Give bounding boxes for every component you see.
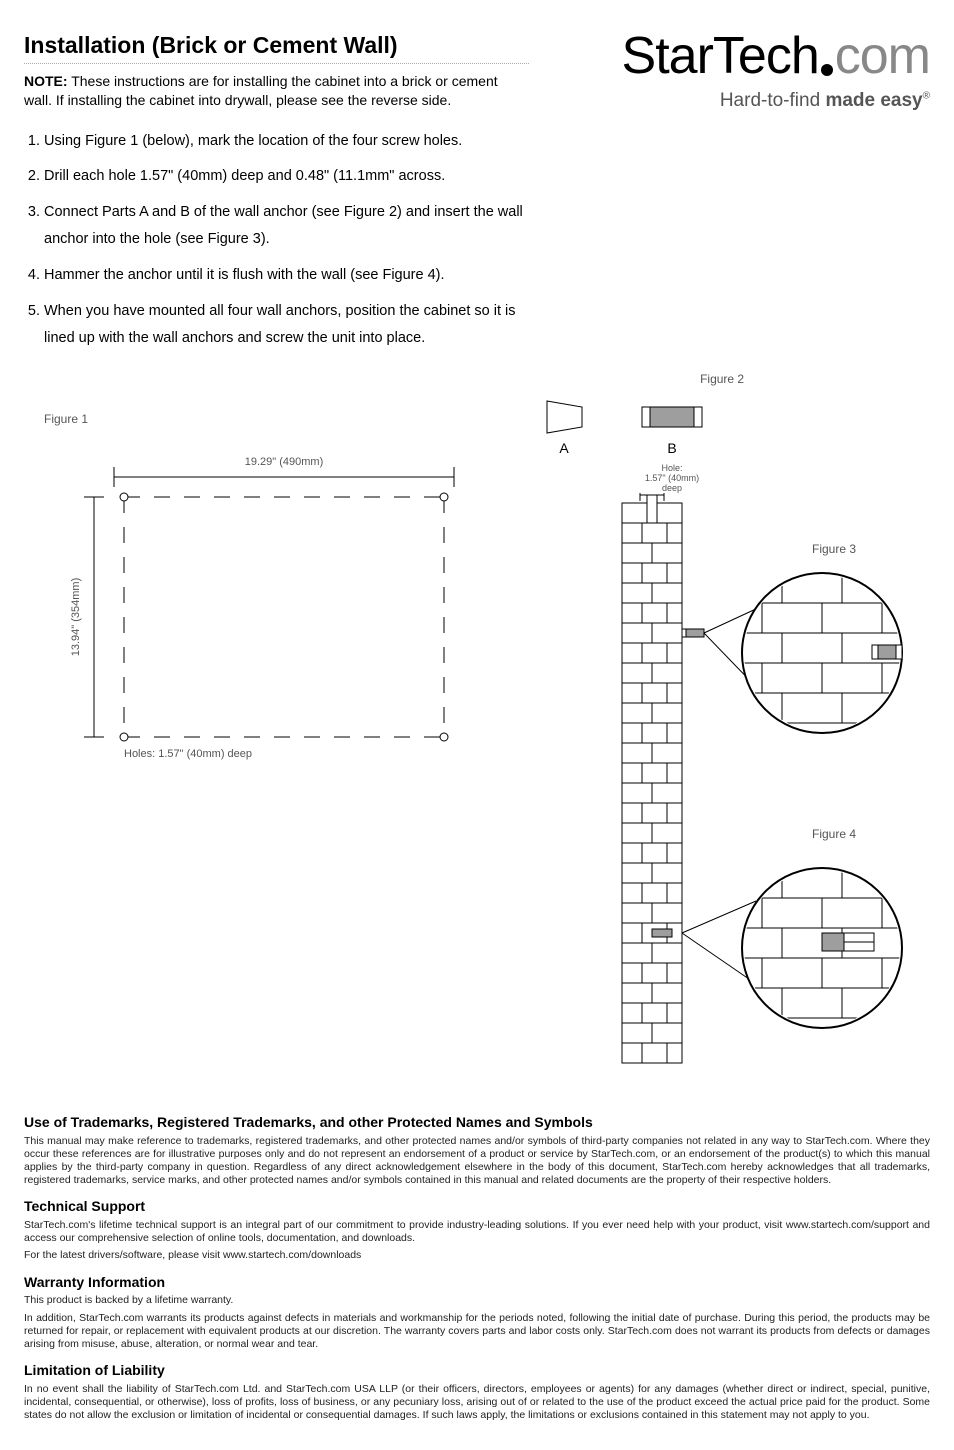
steps-list: Using Figure 1 (below), mark the locatio… — [24, 128, 529, 353]
trademarks-heading: Use of Trademarks, Registered Trademarks… — [24, 1113, 930, 1132]
support-heading: Technical Support — [24, 1197, 930, 1216]
brick-column — [622, 493, 682, 1063]
brand-tagline: Hard-to-find made easy® — [549, 88, 930, 114]
liability-body: In no event shall the liability of StarT… — [24, 1383, 930, 1422]
brand-dot-icon — [821, 64, 833, 76]
tagline-reg: ® — [923, 91, 930, 102]
tagline-bold: made easy — [825, 90, 922, 111]
page-title: Installation (Brick or Cement Wall) — [24, 30, 529, 64]
tagline-plain: Hard-to-find — [720, 90, 826, 111]
fig1-width-label: 19.29" (490mm) — [245, 456, 324, 468]
fig1-holes-label: Holes: 1.57" (40mm) deep — [124, 748, 252, 760]
step-3: Connect Parts A and B of the wall anchor… — [44, 199, 529, 254]
trademarks-body: This manual may make reference to tradem… — [24, 1135, 930, 1188]
brand-name-part1: StarTech — [622, 30, 819, 82]
fig2-part-b: B — [667, 440, 676, 456]
figure1-label: Figure 1 — [44, 411, 504, 427]
figure2-label: Figure 2 — [700, 371, 744, 387]
fig2-hole-l3: deep — [662, 483, 682, 493]
fig2-hole-l2: 1.57" (40mm) — [645, 473, 699, 483]
step-5: When you have mounted all four wall anch… — [44, 298, 529, 353]
warranty-body1: This product is backed by a lifetime war… — [24, 1294, 930, 1307]
brand-name-part2: com — [835, 30, 930, 82]
warranty-heading: Warranty Information — [24, 1273, 930, 1292]
fig1-height-label: 13.94" (354mm) — [70, 578, 82, 657]
fig2-part-a: A — [559, 440, 569, 456]
figure1-diagram: 19.29" (490mm) 13.94" (354mm) Holes: 1.5… — [44, 437, 484, 777]
fig2-hole-l1: Hole: — [662, 463, 683, 473]
step-4: Hammer the anchor until it is flush with… — [44, 262, 529, 290]
support-body2: For the latest drivers/software, please … — [24, 1249, 930, 1262]
note-text: These instructions are for installing th… — [24, 73, 498, 108]
note-label: NOTE: — [24, 73, 68, 89]
step-1: Using Figure 1 (below), mark the locatio… — [44, 128, 529, 156]
liability-heading: Limitation of Liability — [24, 1361, 930, 1380]
figure4-label: Figure 4 — [812, 827, 856, 841]
warranty-body2: In addition, StarTech.com warrants its p… — [24, 1312, 930, 1351]
support-body1: StarTech.com's lifetime technical suppor… — [24, 1219, 930, 1245]
note-paragraph: NOTE: These instructions are for install… — [24, 72, 529, 110]
figures-234-diagram: A B Hole: 1.57" (40mm) deep — [522, 393, 922, 1073]
figure3-label: Figure 3 — [812, 542, 856, 556]
brand-logo: StarTech com — [549, 30, 930, 82]
step-2: Drill each hole 1.57" (40mm) deep and 0.… — [44, 163, 529, 191]
